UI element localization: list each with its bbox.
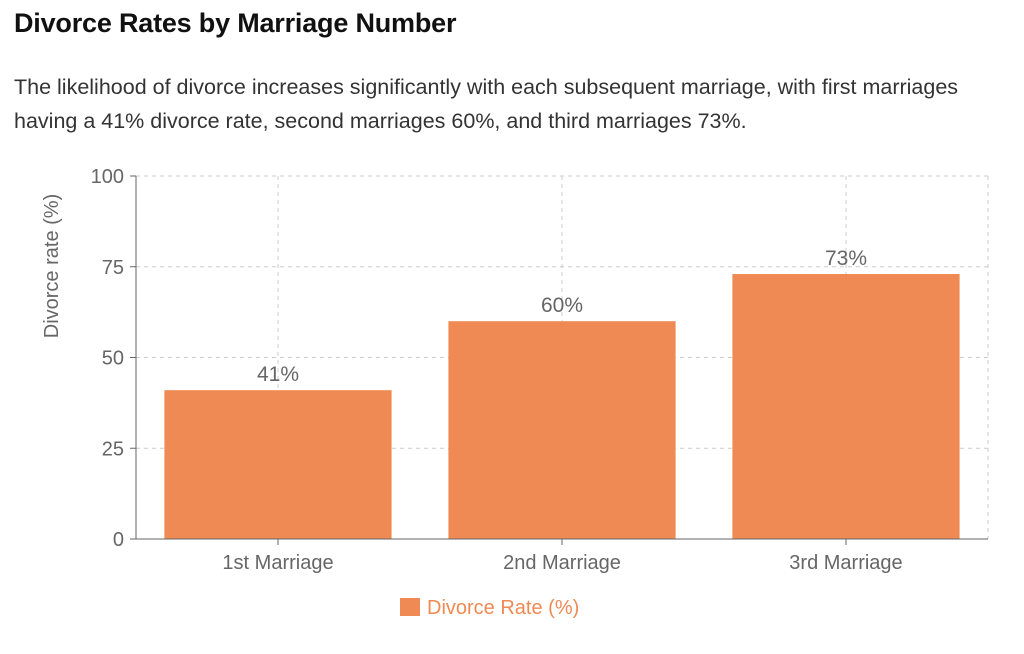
chart-subtitle: The likelihood of divorce increases sign… bbox=[14, 75, 959, 133]
bar bbox=[164, 390, 392, 539]
legend-swatch bbox=[400, 598, 420, 616]
y-tick-label: 25 bbox=[102, 438, 124, 460]
y-tick-label: 50 bbox=[102, 348, 124, 370]
y-tick-label: 75 bbox=[102, 257, 124, 279]
bar bbox=[448, 321, 676, 539]
data-label: 60% bbox=[541, 294, 583, 317]
y-tick-label: 0 bbox=[113, 529, 124, 551]
x-tick-label: 3rd Marriage bbox=[789, 552, 902, 574]
chart-title: Divorce Rates by Marriage Number bbox=[14, 8, 457, 38]
labels-group: 41% 1st Marriage 60% 2nd Marriage 73% 3rd Mar… bbox=[91, 166, 903, 574]
y-axis-label: Divorce rate (%) bbox=[41, 194, 63, 338]
data-label: 73% bbox=[825, 247, 867, 270]
x-tick-label: 1st Marriage bbox=[222, 552, 333, 574]
y-tick-label: 100 bbox=[91, 166, 124, 188]
x-tick-label: 2nd Marriage bbox=[503, 552, 621, 574]
bar bbox=[732, 274, 960, 539]
data-label: 41% bbox=[257, 363, 299, 386]
axes-group bbox=[130, 175, 988, 545]
legend[interactable]: Divorce Rate (%) bbox=[400, 597, 579, 619]
legend-label: Divorce Rate (%) bbox=[427, 597, 579, 619]
bars-group bbox=[164, 274, 960, 539]
